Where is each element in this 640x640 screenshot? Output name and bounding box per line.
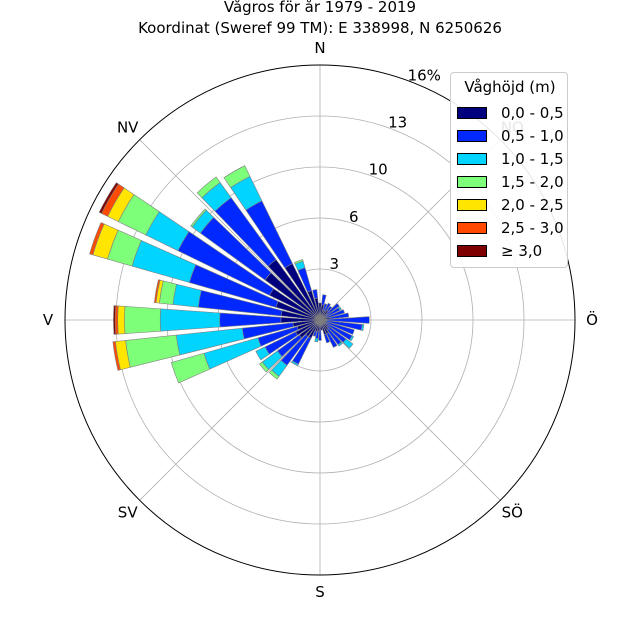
bar-100deg-band-2: [360, 324, 365, 332]
legend-swatch-2: [457, 153, 487, 165]
rose-bars: [89, 165, 370, 384]
grid-spoke-7: [139, 139, 321, 321]
bar-270deg-band-2: [159, 308, 221, 332]
bar-80deg-band-1: [329, 312, 350, 320]
direction-label-5: SV: [118, 503, 139, 521]
legend-entry-3: 1,5 - 2,0: [457, 173, 564, 191]
radial-tick-label-4: 16%: [408, 66, 441, 84]
bar-150deg-band-1: [326, 332, 338, 348]
bar-310deg-band-3: [190, 208, 207, 228]
bar-270deg-band-3: [124, 306, 161, 334]
legend-swatch-0: [457, 107, 487, 119]
bar-60deg-band-2: [337, 306, 342, 311]
legend-swatch-3: [457, 176, 487, 188]
bar-280deg-band-5: [153, 279, 161, 304]
legend-entry-5: 2,5 - 3,0: [457, 219, 564, 237]
legend-label-5: 2,5 - 3,0: [501, 219, 564, 237]
direction-label-6: V: [43, 311, 54, 329]
legend-label-0: 0,0 - 0,5: [501, 104, 564, 122]
bar-210deg-band-2: [291, 360, 299, 367]
bar-10deg-band-1: [321, 294, 327, 306]
bar-130deg-band-2: [342, 338, 354, 349]
bar-90deg-band-1: [326, 316, 370, 324]
radial-tick-label-1: 6: [349, 208, 359, 226]
legend-entry-4: 2,0 - 2,5: [457, 196, 564, 214]
legend-entry-0: 0,0 - 0,5: [457, 104, 564, 122]
bar-350deg-band-1: [312, 289, 319, 299]
bar-20deg-band-1: [322, 303, 328, 312]
outer-ring: [64, 64, 576, 576]
legend-label-3: 1,5 - 2,0: [501, 173, 564, 191]
bar-300deg-band-6: [98, 182, 119, 214]
bar-330deg-band-3: [223, 165, 251, 188]
bar-200deg-band-1: [312, 330, 318, 337]
bar-220deg-band-3: [268, 369, 280, 380]
bar-120deg-band-2: [349, 335, 355, 342]
bar-240deg-band-2: [255, 346, 270, 361]
legend-entry-1: 0,5 - 1,0: [457, 127, 564, 145]
legend-swatch-5: [457, 222, 487, 234]
axis-labels: NNÖÖSÖSSVVNV36101316%: [43, 39, 598, 601]
bar-140deg-band-2: [337, 341, 343, 347]
bar-50deg-band-1: [325, 303, 340, 316]
legend-entry-2: 1,0 - 1,5: [457, 150, 564, 168]
legend-swatch-6: [457, 245, 487, 257]
bar-250deg-band-3: [170, 352, 211, 384]
legend-label-2: 1,0 - 1,5: [501, 150, 564, 168]
bar-160deg-band-1: [323, 333, 331, 344]
bar-230deg-band-3: [259, 361, 270, 373]
direction-label-7: NV: [117, 119, 139, 137]
direction-label-3: SÖ: [502, 502, 523, 521]
grid-spoke-5: [139, 319, 321, 501]
bar-70deg-band-1: [325, 309, 345, 319]
bar-0deg-band-0: [318, 302, 322, 321]
bar-180deg-band-1: [318, 329, 322, 341]
bar-40deg-band-1: [326, 305, 333, 312]
legend-label-4: 2,0 - 2,5: [501, 196, 564, 214]
bar-280deg-band-2: [172, 283, 202, 308]
chart-title: Vågros för år 1979 - 2019: [223, 0, 417, 16]
legend-label-1: 0,5 - 1,0: [501, 127, 564, 145]
direction-label-4: S: [315, 583, 325, 601]
radial-tick-label-2: 10: [369, 161, 388, 179]
legend: Våghöjd (m) 0,0 - 0,5 0,5 - 1,0 1,0 - 1,5 1…: [450, 72, 568, 268]
radial-tick-label-3: 13: [388, 114, 407, 132]
polar-grid: [65, 65, 575, 575]
bar-170deg-band-0: [319, 319, 323, 331]
bar-270deg-band-4: [117, 305, 126, 335]
bar-30deg-band-1: [324, 302, 331, 312]
grid-spoke-3: [319, 319, 501, 501]
direction-label-0: N: [314, 39, 325, 57]
bar-270deg-band-6: [113, 305, 116, 335]
direction-label-2: Ö: [586, 310, 598, 329]
bar-190deg-band-2: [314, 337, 319, 343]
bar-260deg-band-5: [112, 341, 121, 371]
legend-label-6: ≥ 3,0: [501, 242, 543, 260]
bar-340deg-band-3: [294, 259, 304, 265]
legend-title: Våghöjd (m): [464, 78, 556, 96]
radial-tick-label-0: 3: [330, 255, 340, 273]
bar-110deg-band-1: [324, 321, 355, 335]
chart-subtitle: Koordinat (Sweref 99 TM): E 338998, N 62…: [138, 19, 502, 37]
legend-swatch-1: [457, 130, 487, 142]
bar-290deg-band-5: [89, 222, 105, 256]
legend-entry-6: ≥ 3,0: [457, 242, 542, 260]
legend-swatch-4: [457, 199, 487, 211]
bar-320deg-band-3: [196, 176, 221, 199]
